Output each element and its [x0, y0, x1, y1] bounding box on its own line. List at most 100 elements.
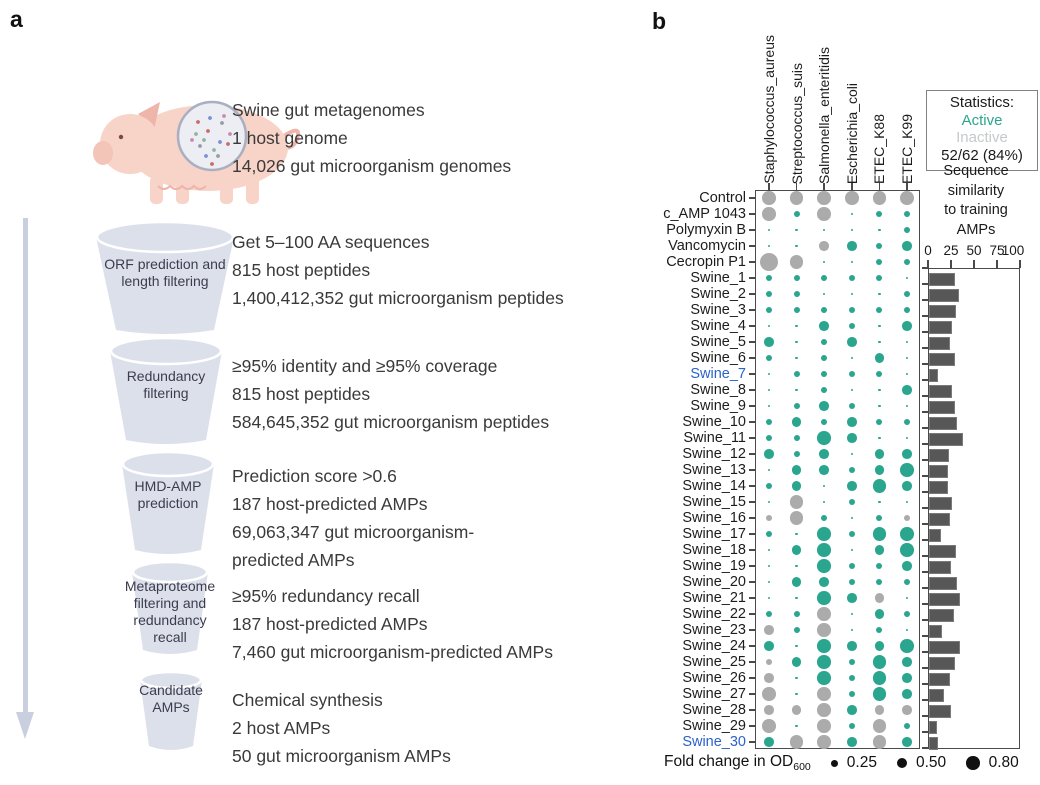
step-description-line: 69,063,347 gut microorganism-: [232, 522, 475, 542]
matrix-dot: [791, 545, 802, 555]
matrix-dot: [767, 228, 771, 232]
similarity-bar: [929, 576, 957, 590]
row-label: Swine_17: [682, 526, 746, 542]
matrix-dot: [817, 655, 831, 669]
step-description-line: 187 host-predicted AMPs: [232, 494, 428, 514]
bacteria-column-header-text: Streptococcus_suis: [788, 62, 805, 184]
row-label: Swine_24: [682, 638, 746, 654]
panel-b-label: b: [652, 8, 667, 34]
matrix-dot: [822, 260, 826, 264]
similarity-bar: [929, 560, 952, 574]
step-description-line: Prediction score >0.6: [232, 466, 397, 486]
matrix-dot: [764, 705, 774, 715]
matrix-dot: [821, 339, 828, 345]
matrix-dot: [795, 564, 798, 568]
matrix-dot: [795, 724, 798, 728]
matrix-dot: [793, 403, 800, 409]
row-label: Control: [699, 190, 746, 206]
matrix-dot: [900, 463, 914, 477]
matrix-dot: [795, 324, 798, 328]
matrix-dot: [905, 596, 909, 600]
legend-size-dot: [966, 756, 980, 770]
matrix-dot: [847, 593, 857, 603]
bar-row-tick: [922, 587, 928, 589]
pipeline-arrow-stem: [23, 218, 28, 712]
bar-axis-tick-label: 75: [989, 243, 1005, 258]
statistics-title: Statistics:: [949, 94, 1015, 111]
step-description-line: predicted AMPs: [232, 550, 355, 570]
matrix-dot: [819, 465, 829, 475]
matrix-row-tick: [749, 357, 755, 359]
matrix-dot: [874, 545, 885, 555]
similarity-bar: [929, 384, 953, 398]
matrix-dot: [904, 291, 910, 297]
matrix-dot: [872, 655, 887, 669]
similarity-bar: [929, 272, 955, 286]
bar-axis-title-line: similarity: [947, 182, 1005, 199]
matrix-dot: [817, 735, 831, 749]
matrix-dot: [902, 321, 912, 331]
bacteria-column-header: Salmonella_enteritidis: [813, 0, 835, 184]
matrix-dot: [791, 481, 802, 491]
matrix-dot: [793, 435, 800, 441]
row-label: Swine_15: [682, 494, 746, 510]
matrix-dot: [767, 244, 771, 248]
step-description-line: 50 gut microorganism AMPs: [232, 746, 451, 766]
matrix-dot: [795, 676, 798, 680]
matrix-dot: [795, 388, 798, 392]
statistics-box: Statistics: Active Inactive 52/62 (84%): [926, 90, 1038, 171]
matrix-dot: [821, 275, 828, 281]
matrix-dot: [764, 737, 774, 747]
similarity-bar: [929, 464, 948, 478]
row-label: Swine_25: [682, 654, 746, 670]
row-label: c_AMP 1043: [663, 206, 746, 222]
row-label: Swine_23: [682, 622, 746, 638]
step-description-line: 2 host AMPs: [232, 718, 331, 738]
matrix-dot: [760, 253, 778, 271]
row-label: Swine_30: [682, 734, 746, 750]
matrix-dot: [822, 500, 826, 504]
matrix-dot: [902, 673, 912, 683]
funnel-step-label: Candidate AMPs: [81, 682, 261, 716]
row-label: Swine_8: [690, 382, 746, 398]
bar-axis-tick-label: 0: [924, 243, 932, 258]
bar-axis-title-line: AMPs: [956, 221, 996, 238]
bar-row-tick: [922, 603, 928, 605]
similarity-bar: [929, 352, 955, 366]
matrix-dot: [793, 291, 800, 297]
funnel-step-label-line: redundancy: [133, 612, 207, 628]
matrix-dot: [822, 484, 826, 488]
bar-row-tick: [922, 555, 928, 557]
bar-axis-title-line: Sequence: [943, 163, 1009, 179]
step-description-line: ≥95% redundancy recall: [232, 586, 420, 606]
panel-a-label: a: [10, 6, 23, 32]
row-label: Swine_26: [682, 670, 746, 686]
matrix-dot: [821, 355, 828, 361]
row-label: Swine_3: [690, 302, 746, 318]
matrix-dot: [878, 324, 881, 328]
matrix-row-tick: [749, 485, 755, 487]
step-description-line: 815 host peptides: [232, 260, 371, 280]
matrix-row-tick: [749, 597, 755, 599]
bar-row-tick: [922, 379, 928, 381]
bacteria-column-header-text: Staphylococcus_aureus: [761, 35, 777, 184]
matrix-dot: [817, 639, 831, 653]
matrix-dot: [904, 259, 910, 265]
matrix-dot: [847, 241, 857, 251]
matrix-row-tick: [749, 373, 755, 375]
matrix-row-tick: [749, 421, 755, 423]
funnel-step-label-line: prediction: [137, 495, 199, 511]
funnel-step-label-line: length filtering: [121, 273, 209, 289]
matrix-dot: [902, 737, 912, 747]
matrix-dot: [874, 449, 885, 459]
matrix-dot: [876, 371, 883, 377]
matrix-dot: [766, 483, 772, 489]
step-description: ≥95% identity and ≥95% coverage 815 host …: [232, 352, 549, 436]
matrix-dot: [905, 628, 909, 632]
matrix-dot: [848, 371, 855, 377]
similarity-bar: [929, 688, 944, 702]
row-label: Swine_1: [690, 270, 746, 286]
matrix-dot: [878, 500, 881, 504]
bacteria-column-header: Staphylococcus_aureus: [758, 0, 780, 184]
matrix-dot: [847, 433, 857, 443]
